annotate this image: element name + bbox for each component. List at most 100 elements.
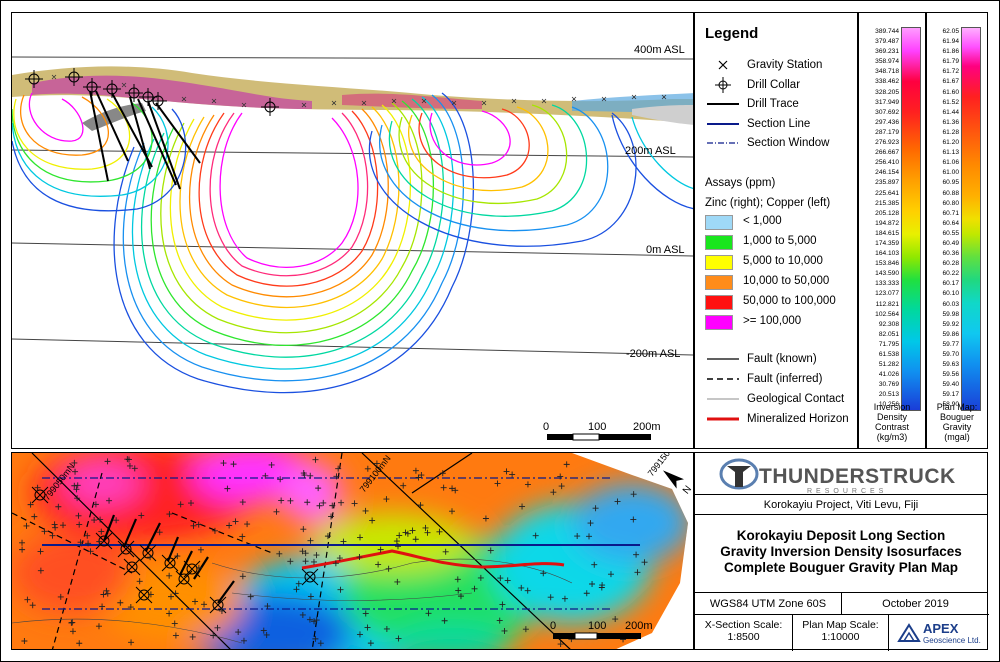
company-name: THUNDERSTRUCK (759, 465, 956, 488)
gravity-station-cross (60, 522, 67, 529)
gravity-bar-label-line: Bouguer (939, 412, 975, 422)
gravity-station-cross (92, 501, 99, 508)
plan-scale-label: Plan Map Scale: (802, 619, 879, 631)
gravity-station-cross (487, 547, 494, 554)
gravity-station-cross (395, 635, 402, 642)
gravity-tick-label: 60.17 (942, 280, 959, 288)
gravity-tick-label: 61.86 (942, 48, 959, 56)
gravity-station-cross (166, 610, 173, 617)
gravity-station-cross (262, 472, 269, 479)
gravity-station-cross (113, 517, 120, 524)
gravity-station-cross (239, 573, 246, 580)
gravity-tick-label: 61.20 (942, 139, 959, 147)
gravity-station-cross (156, 529, 163, 536)
section-window-line (705, 135, 741, 151)
gravity-station-cross (333, 473, 340, 480)
gravity-station-cross (383, 625, 390, 632)
gravity-station-cross (328, 513, 335, 520)
xsection-scale-value: 1:8500 (727, 631, 760, 643)
gravity-station-cross (244, 521, 251, 528)
gravity-station-cross (316, 502, 323, 509)
gravity-station-cross (574, 533, 581, 540)
gravity-station-cross (117, 599, 124, 606)
elevation-label-400: 400m ASL (634, 44, 685, 56)
date: October 2019 (842, 593, 989, 615)
gravity-tick-label: 61.79 (942, 58, 959, 66)
density-tick-label: 30.769 (878, 381, 899, 389)
gravity-tick-label: 59.63 (942, 361, 959, 369)
gravity-station-cross (76, 640, 83, 647)
gravity-station-cross (477, 574, 484, 581)
long-section-panel: 400m ASL 200m ASL 0m ASL -200m ASL 0 100… (11, 12, 694, 449)
plan-scale-label-200: 200m (625, 620, 653, 632)
legend-label: Gravity Station (747, 59, 823, 71)
density-tick-label: 369.231 (875, 48, 899, 56)
gravity-tick-label: 59.98 (942, 310, 959, 318)
gravity-station-cross (499, 601, 506, 608)
density-tick-label: 328.205 (875, 88, 899, 96)
map-title-line: Korokayiu Deposit Long Section (736, 528, 946, 543)
gravity-station-cross (448, 508, 455, 515)
density-bar-label-line: Density (876, 412, 907, 422)
density-tick-label: 215.385 (875, 199, 899, 207)
gravity-station-cross (394, 543, 401, 550)
gravity-station-cross (455, 587, 462, 594)
fault-inferred-line (705, 371, 741, 387)
gravity-station-cross (52, 524, 59, 531)
gravity-station-cross (377, 546, 384, 553)
gravity-station-cross (540, 570, 547, 577)
gravity-station-cross (519, 503, 526, 510)
gravity-station-cross (41, 528, 48, 535)
gravity-station-cross (69, 628, 76, 635)
density-tick-label: 143.590 (875, 270, 899, 278)
thunderstruck-logo-icon (719, 458, 759, 490)
gravity-station-cross (415, 474, 422, 481)
plan-geological-contacts (12, 558, 573, 644)
gravity-station-cross (311, 618, 318, 625)
plan-map-graphic: 799050mN 799100mN 799150mN N 0 100 200m (12, 453, 693, 649)
gravity-station-cross (230, 461, 237, 468)
density-tick-label: 358.974 (875, 58, 899, 66)
drill-collar-icon (705, 77, 741, 93)
assay-label: 10,000 to 50,000 (743, 275, 830, 287)
density-tick-label: 112.821 (875, 300, 899, 308)
gravity-station-cross (166, 511, 173, 518)
gravity-station-cross (307, 472, 314, 479)
gravity-station-cross (192, 598, 199, 605)
consultant-name: APEX (923, 621, 959, 636)
gravity-station-cross (306, 616, 313, 623)
density-tick-label: 61.538 (878, 351, 899, 358)
density-contours (12, 92, 693, 394)
assay-swatch-lt-1000 (705, 215, 733, 230)
gravity-station-cross (591, 561, 598, 568)
density-tick-label: 235.897 (875, 179, 899, 187)
gravity-station-cross (19, 546, 26, 553)
gravity-station-cross (55, 503, 62, 510)
gravity-station-cross (454, 576, 461, 583)
legend-gravity-station: Gravity Station (705, 57, 822, 73)
gravity-station-cross (307, 537, 314, 544)
gravity-bar-label-line: Plan Map: (936, 402, 978, 412)
gravity-station-cross (385, 565, 392, 572)
gravity-tick-label: 60.64 (942, 219, 959, 227)
gravity-station-cross (24, 596, 31, 603)
gravity-station-cross (49, 532, 56, 539)
density-bar-label: Inversion Density Contrast (kg/m3) (859, 402, 925, 442)
gravity-station-cross (273, 508, 280, 515)
gravity-tick-label: 61.67 (942, 78, 959, 86)
map-title: Korokayiu Deposit Long Section Gravity I… (695, 515, 987, 593)
gravity-station-cross (441, 617, 448, 624)
gravity-station-cross (210, 632, 217, 639)
gravity-station-cross (351, 500, 358, 507)
gravity-station-cross (630, 516, 637, 523)
gravity-station-cross (439, 470, 446, 477)
gravity-station-cross (235, 629, 242, 636)
gravity-tick-label: 60.36 (942, 250, 959, 258)
legend-drill-collar: Drill Collar (705, 77, 800, 93)
gravity-station-cross (77, 539, 84, 546)
gravity-station-cross (147, 554, 154, 561)
gravity-station-cross (607, 571, 614, 578)
gravity-station-cross (561, 595, 568, 602)
density-bar-label-line: Contrast (874, 422, 909, 432)
legend-label: Section Window (747, 137, 830, 149)
